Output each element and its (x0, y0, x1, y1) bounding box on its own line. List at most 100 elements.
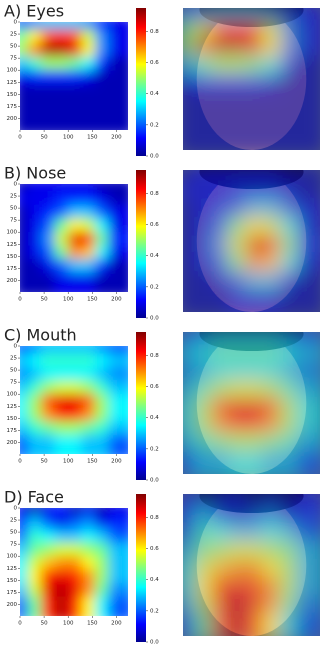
y-tick-label: 100 (7, 554, 18, 560)
y-tick-label: 50 (10, 206, 17, 212)
figure: A) Eyes 0 50 100 150 200 0 25 50 75 100 125 150 175 20… (0, 0, 323, 648)
colorbar-tick-label: 0.6 (150, 222, 159, 228)
y-tick-label: 75 (10, 380, 17, 386)
y-tick-label: 0 (14, 344, 18, 350)
y-tick-label: 25 (10, 194, 17, 200)
heat-cell (109, 435, 135, 461)
y-tick-label: 100 (7, 392, 18, 398)
heatmap (14, 178, 134, 298)
y-tick-label: 175 (7, 104, 18, 110)
panel-title: B) Nose (4, 164, 66, 183)
heatmap (14, 16, 134, 136)
overlay-cell (297, 450, 323, 480)
y-tick-label: 175 (7, 266, 18, 272)
heatmap-cells (14, 502, 134, 622)
panel-title: A) Eyes (4, 2, 64, 21)
y-tick-label: 100 (7, 230, 18, 236)
colorbar-tick-label: 0.2 (150, 122, 159, 128)
overlay-cell (297, 288, 323, 318)
x-tick-label: 50 (41, 135, 48, 141)
overlay-cell (297, 126, 323, 156)
y-tick-label: 150 (7, 416, 18, 422)
overlay (177, 164, 323, 318)
heat-cell (109, 111, 135, 137)
heat-cell (109, 597, 135, 623)
overlay-cell (297, 612, 323, 642)
heatmap-cells (14, 178, 134, 298)
colorbar-tick-label: 0.2 (150, 284, 159, 290)
colorbar-tick-label: 0.2 (150, 608, 159, 614)
colorbar-tick-label: 0.8 (150, 353, 159, 359)
colorbar-tick-label: 0.6 (150, 384, 159, 390)
colorbar-tick-label: 0.4 (150, 253, 159, 259)
x-tick-label: 200 (111, 459, 122, 465)
colorbar-tick-label: 0.6 (150, 546, 159, 552)
colorbar (136, 332, 146, 480)
face-image (177, 317, 323, 480)
colorbar-tick-label: 0.4 (150, 577, 159, 583)
colorbar (136, 494, 146, 642)
y-tick-label: 50 (10, 530, 17, 536)
y-tick-label: 150 (7, 254, 18, 260)
y-tick-label: 200 (7, 278, 18, 284)
colorbar-tick-label: 0.0 (150, 640, 159, 646)
x-tick-label: 200 (111, 621, 122, 627)
x-tick-label: 150 (87, 459, 98, 465)
x-tick-label: 0 (18, 297, 22, 303)
y-tick-label: 100 (7, 68, 18, 74)
y-tick-label: 175 (7, 590, 18, 596)
x-tick-label: 150 (87, 621, 98, 627)
y-tick-label: 25 (10, 32, 17, 38)
x-tick-label: 150 (87, 135, 98, 141)
y-tick-label: 0 (14, 506, 18, 512)
heatmap (14, 502, 134, 622)
y-tick-label: 125 (7, 80, 18, 86)
y-tick-label: 25 (10, 518, 17, 524)
face-image (177, 155, 323, 318)
colorbar-tick-label: 0.0 (150, 154, 159, 160)
y-tick-label: 75 (10, 542, 17, 548)
heatmap-cells (14, 16, 134, 136)
y-tick-label: 50 (10, 368, 17, 374)
overlay (177, 488, 323, 642)
heat-cell (109, 273, 135, 299)
colorbar-tick-label: 0.8 (150, 29, 159, 35)
y-tick-label: 200 (7, 116, 18, 122)
panel-title: C) Mouth (4, 326, 77, 345)
y-tick-label: 0 (14, 182, 18, 188)
colorbar-tick-label: 0.8 (150, 191, 159, 197)
face-image (177, 479, 323, 642)
y-tick-label: 75 (10, 56, 17, 62)
colorbar-tick-label: 0.0 (150, 316, 159, 322)
x-tick-label: 100 (63, 621, 74, 627)
x-tick-label: 0 (18, 621, 22, 627)
x-tick-label: 100 (63, 135, 74, 141)
y-tick-label: 25 (10, 356, 17, 362)
y-tick-label: 150 (7, 92, 18, 98)
heatmap-cells (14, 340, 134, 460)
y-tick-label: 50 (10, 44, 17, 50)
colorbar (136, 170, 146, 318)
y-tick-label: 125 (7, 566, 18, 572)
y-tick-label: 125 (7, 404, 18, 410)
x-tick-label: 50 (41, 459, 48, 465)
colorbar-tick-label: 0.6 (150, 60, 159, 66)
x-tick-label: 0 (18, 135, 22, 141)
x-tick-label: 0 (18, 459, 22, 465)
y-tick-label: 200 (7, 440, 18, 446)
face-image (177, 0, 323, 156)
colorbar-tick-label: 0.0 (150, 478, 159, 484)
overlay (177, 2, 323, 156)
x-tick-label: 200 (111, 297, 122, 303)
colorbar (136, 8, 146, 156)
x-tick-label: 100 (63, 459, 74, 465)
x-tick-label: 50 (41, 621, 48, 627)
colorbar-tick-label: 0.2 (150, 446, 159, 452)
colorbar-tick-label: 0.4 (150, 415, 159, 421)
overlay (177, 326, 323, 480)
x-tick-label: 50 (41, 297, 48, 303)
y-tick-label: 150 (7, 578, 18, 584)
colorbar-tick-label: 0.4 (150, 91, 159, 97)
y-tick-label: 175 (7, 428, 18, 434)
panel-title: D) Face (4, 488, 64, 507)
